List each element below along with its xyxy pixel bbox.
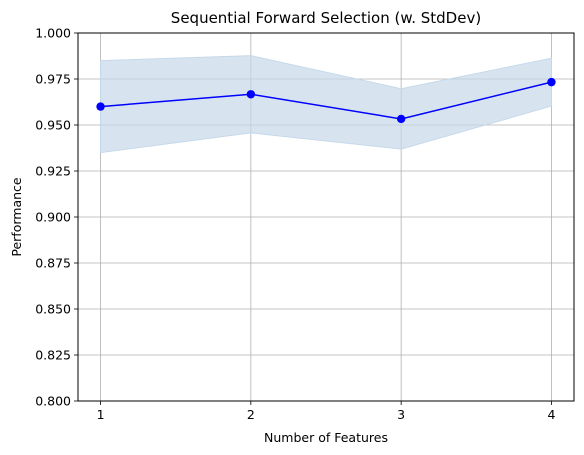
y-tick-label: 0.950	[35, 118, 71, 133]
data-point	[246, 90, 256, 99]
y-tick-label: 0.825	[35, 348, 71, 363]
x-axis-ticks: 1 2 3 4	[97, 401, 555, 422]
series-line	[100, 81, 552, 120]
y-tick-label: 1.000	[35, 26, 71, 41]
x-axis-label: Number of Features	[264, 430, 388, 445]
y-axis-label: Performance	[9, 177, 24, 257]
std-band	[100, 55, 552, 154]
data-point	[396, 114, 406, 124]
std-band-layer	[100, 55, 552, 154]
x-tick-label: 1	[97, 407, 105, 422]
x-tick-label: 4	[547, 407, 555, 422]
chart-title: Sequential Forward Selection (w. StdDev)	[171, 9, 481, 27]
y-axis-ticks: 0.800 0.825 0.850 0.875 0.900 0.925 0.950 0.975…	[35, 26, 78, 409]
y-tick-label: 0.850	[35, 302, 71, 317]
x-tick-label: 2	[247, 407, 255, 422]
y-tick-label: 0.900	[35, 210, 71, 225]
y-tick-label: 0.800	[35, 394, 71, 409]
y-tick-label: 0.875	[35, 256, 71, 271]
series-layer	[96, 77, 556, 124]
data-point	[547, 77, 556, 87]
y-tick-label: 0.925	[35, 164, 71, 179]
x-tick-label: 3	[397, 407, 405, 422]
y-tick-label: 0.975	[35, 72, 71, 87]
data-point	[96, 102, 105, 111]
